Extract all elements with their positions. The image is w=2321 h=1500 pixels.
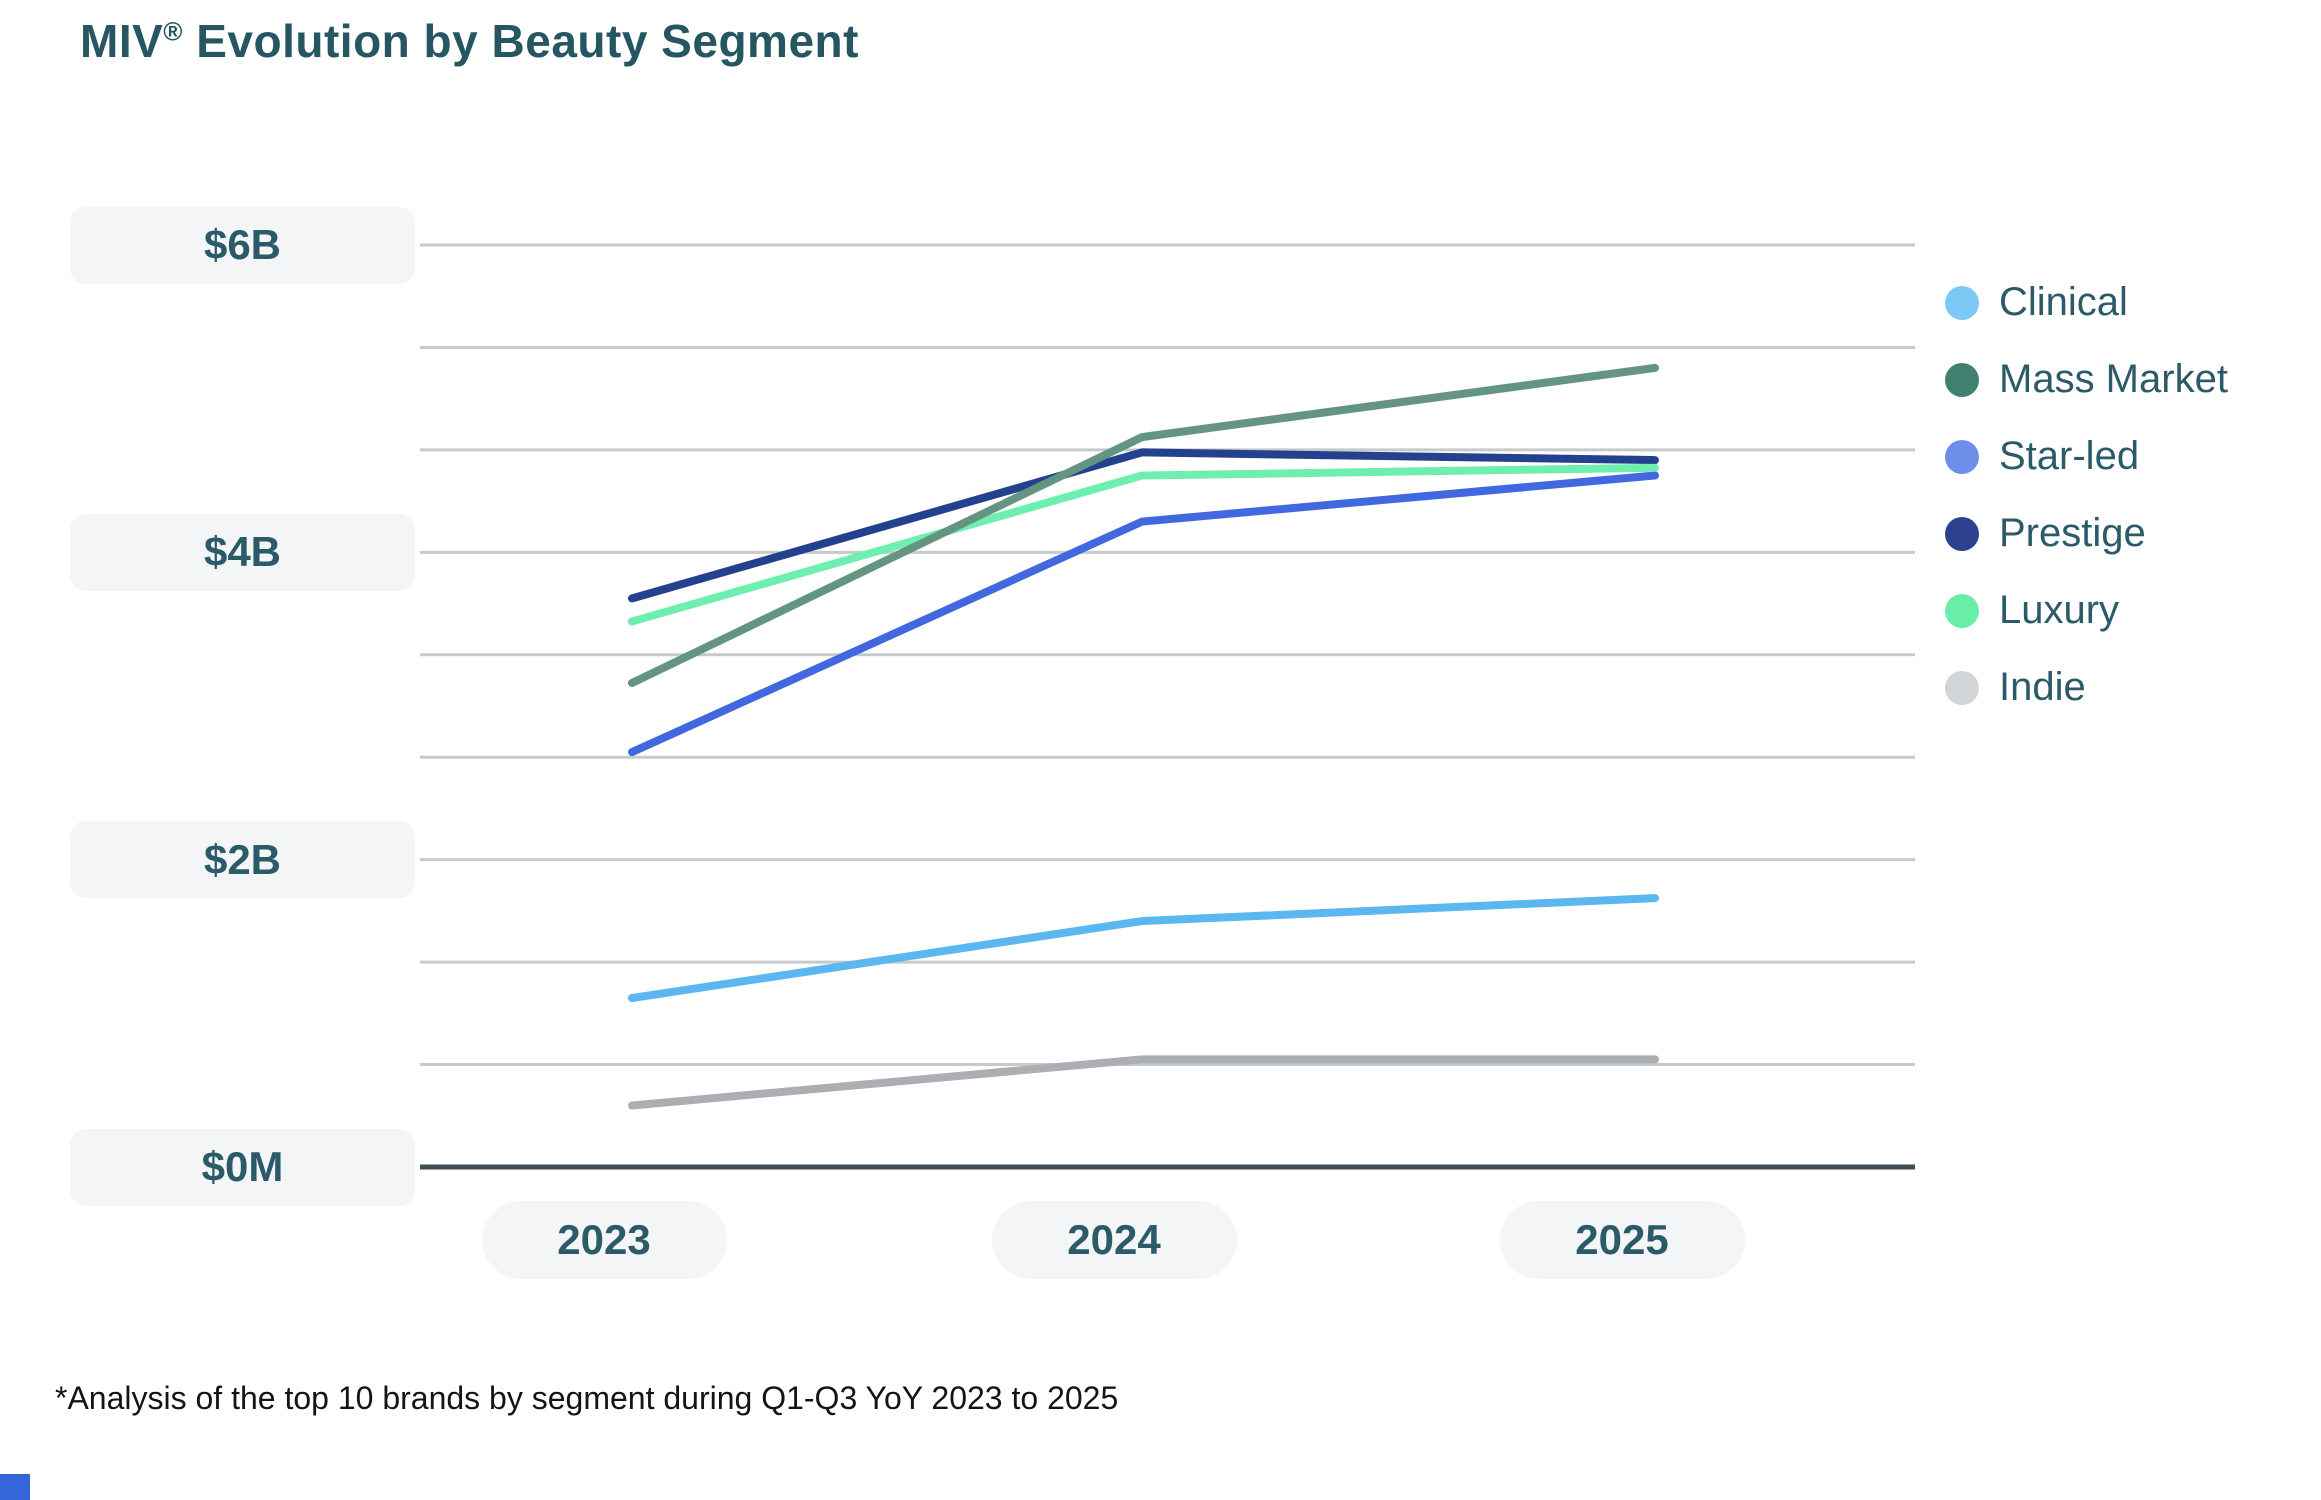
x-tick-2025: 2025 [1499, 1201, 1745, 1279]
legend-item-star-led: Star-led [1945, 418, 2228, 495]
legend-dot-clinical [1945, 285, 1979, 320]
registered-trademark-symbol: ® [163, 16, 183, 47]
legend-label-indie: Indie [1999, 665, 2086, 709]
series-line-mass-market [628, 363, 1659, 687]
legend-item-indie: Indie [1945, 649, 2228, 726]
legend-dot-prestige [1945, 516, 1979, 551]
legend-dot-indie [1945, 670, 1979, 705]
legend-label-clinical: Clinical [1999, 280, 2128, 324]
legend-label-mass-market: Mass Market [1999, 357, 2228, 401]
x-tick-2024: 2024 [991, 1201, 1237, 1279]
legend-label-prestige: Prestige [1999, 511, 2146, 555]
y-tick--0m: $0M [70, 1128, 415, 1206]
legend-dot-luxury [1945, 593, 1979, 628]
legend-item-luxury: Luxury [1945, 572, 2228, 649]
legend-dot-mass-market [1945, 362, 1979, 397]
legend-item-clinical: Clinical [1945, 264, 2228, 341]
y-tick--6b: $6B [70, 206, 415, 284]
legend-item-prestige: Prestige [1945, 495, 2228, 572]
legend-dot-star-led [1945, 439, 1979, 474]
y-tick--4b: $4B [70, 513, 415, 591]
legend-label-star-led: Star-led [1999, 434, 2140, 478]
legend-label-luxury: Luxury [1999, 588, 2120, 632]
footnote: *Analysis of the top 10 brands by segmen… [55, 1380, 1119, 1416]
chart-title-rest: Evolution by Beauty Segment [182, 15, 859, 67]
series-line-luxury [628, 463, 1659, 626]
chart-title-brand: MIV [80, 15, 164, 67]
y-tick--2b: $2B [70, 821, 415, 899]
legend-item-mass-market: Mass Market [1945, 341, 2228, 418]
series-line-clinical [628, 894, 1659, 1002]
series-line-indie [628, 1055, 1659, 1110]
series-line-star-led [628, 471, 1659, 757]
chart-legend: Clinical Mass Market Star-led Prestige Luxur… [1945, 264, 2228, 726]
series-line-prestige [628, 448, 1659, 603]
corner-decor [0, 1474, 30, 1500]
chart-title: MIV® Evolution by Beauty Segment [80, 14, 859, 68]
x-tick-2023: 2023 [481, 1201, 727, 1279]
